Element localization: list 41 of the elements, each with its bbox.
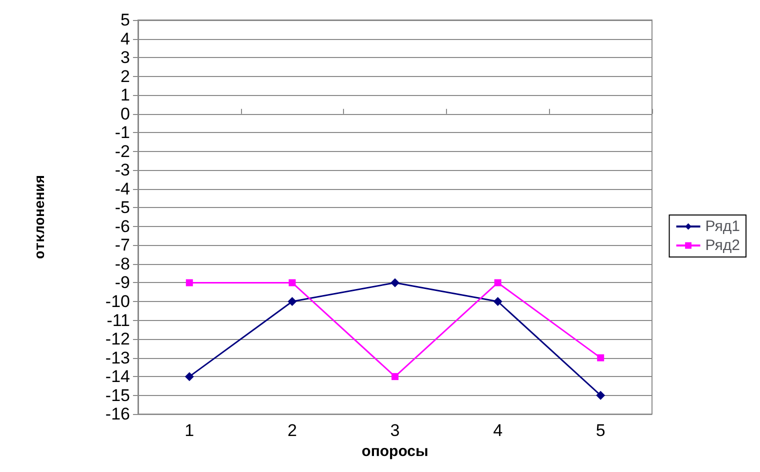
point <box>392 373 398 380</box>
point <box>493 297 502 306</box>
point <box>596 390 606 400</box>
y-tick-label: -3 <box>114 160 130 180</box>
legend-label: Ряд2 <box>705 237 740 254</box>
legend-label: Ряд1 <box>705 218 740 235</box>
y-tick-label: 2 <box>120 66 130 86</box>
y-axis-title: отклонения <box>33 175 49 260</box>
x-axis-title: опоросы <box>362 443 428 460</box>
point <box>288 297 297 306</box>
point <box>597 354 604 362</box>
y-tick-label: -10 <box>105 292 130 311</box>
x-tick-label: 4 <box>493 421 503 440</box>
x-tick-label: 3 <box>390 421 400 440</box>
x-tick-label: 1 <box>184 421 194 440</box>
y-tick-label: -7 <box>114 236 130 255</box>
y-tick-label: -13 <box>105 348 130 368</box>
y-tick-label: -11 <box>106 310 130 330</box>
point <box>288 279 296 286</box>
y-tick-label: 0 <box>120 104 130 124</box>
point <box>390 278 400 288</box>
y-tick-label: -14 <box>105 367 130 386</box>
y-tick-label: -9 <box>114 273 130 292</box>
y-tick-label: -2 <box>114 142 130 161</box>
y-tick-label: 5 <box>120 10 130 30</box>
y-tick-label: -15 <box>105 386 130 405</box>
y-tick-label: 4 <box>120 29 130 48</box>
x-tick-label: 5 <box>596 421 606 440</box>
point <box>184 372 194 382</box>
y-tick-label: -5 <box>114 198 130 218</box>
point <box>186 279 193 286</box>
y-tick-label: -8 <box>114 254 130 274</box>
y-tick-label: -1 <box>114 123 130 142</box>
y-tick-label: 3 <box>120 48 130 68</box>
y-tick-label: -12 <box>105 330 130 349</box>
y-tick-label: -4 <box>114 179 130 198</box>
y-tick-label: -6 <box>114 216 130 236</box>
x-tick-label: 2 <box>287 421 297 440</box>
y-tick-label: -16 <box>105 404 130 424</box>
point <box>494 279 502 286</box>
y-tick-label: 1 <box>120 86 130 105</box>
